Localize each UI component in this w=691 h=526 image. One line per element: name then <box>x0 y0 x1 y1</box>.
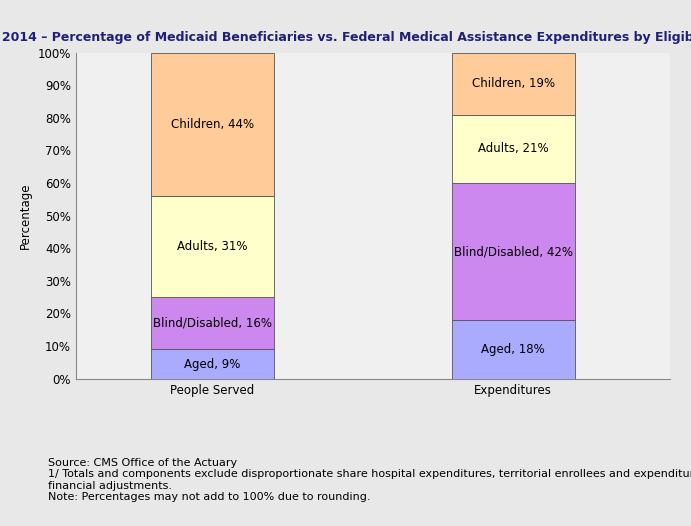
Bar <box>452 115 575 183</box>
Bar <box>452 183 575 320</box>
Bar <box>151 349 274 379</box>
Text: Source: CMS Office of the Actuary
1/ Totals and components exclude disproportion: Source: CMS Office of the Actuary 1/ Tot… <box>48 458 691 502</box>
Title: FY 2014 – Percentage of Medicaid Beneficiaries vs. Federal Medical Assistance Ex: FY 2014 – Percentage of Medicaid Benefic… <box>0 32 691 45</box>
Text: Children, 19%: Children, 19% <box>471 77 555 90</box>
Bar <box>452 53 575 115</box>
Y-axis label: Percentage: Percentage <box>19 183 32 249</box>
Bar <box>151 297 274 349</box>
Bar <box>151 196 274 297</box>
Text: Children, 44%: Children, 44% <box>171 118 254 131</box>
Text: Blind/Disabled, 42%: Blind/Disabled, 42% <box>454 245 573 258</box>
Bar <box>452 320 575 379</box>
Bar <box>151 53 274 196</box>
Text: Aged, 9%: Aged, 9% <box>184 358 240 370</box>
Text: Aged, 18%: Aged, 18% <box>482 343 545 356</box>
Text: Adults, 21%: Adults, 21% <box>478 143 549 155</box>
Text: Adults, 31%: Adults, 31% <box>178 240 248 253</box>
Text: Blind/Disabled, 16%: Blind/Disabled, 16% <box>153 317 272 330</box>
